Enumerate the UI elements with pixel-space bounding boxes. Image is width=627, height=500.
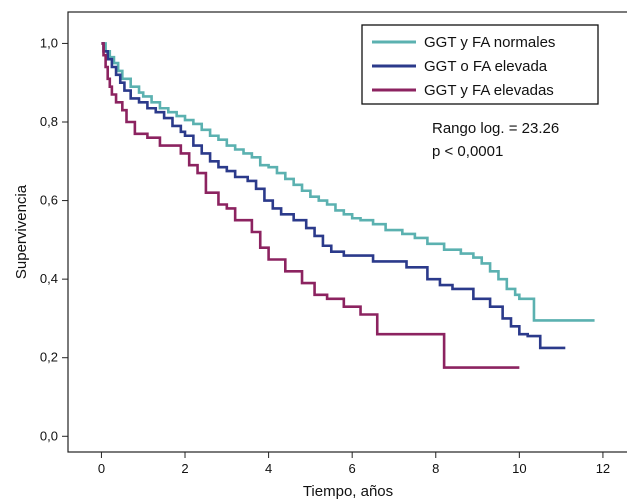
annotation-log-rank: Rango log. = 23.26 <box>432 120 559 137</box>
x-axis-ticks: 0 2 4 6 8 10 12 <box>98 452 610 476</box>
y-tick-label: 0,6 <box>40 193 58 208</box>
x-tick-label: 12 <box>596 461 610 476</box>
y-tick-label: 0,0 <box>40 428 58 443</box>
x-tick-label: 0 <box>98 461 105 476</box>
survival-curves <box>101 42 595 369</box>
curve-elevadas <box>101 42 520 369</box>
curve-normales <box>101 42 595 322</box>
legend-label-normales: GGT y FA normales <box>424 34 555 51</box>
legend: GGT y FA normales GGT o FA elevada GGT y… <box>361 24 599 105</box>
x-tick-label: 10 <box>512 461 526 476</box>
x-tick-label: 8 <box>432 461 439 476</box>
legend-label-o-elevada: GGT o FA elevada <box>424 58 548 75</box>
y-axis-ticks: 0,0 0,2 0,4 0,6 0,8 1,0 <box>40 35 68 443</box>
plot-area <box>67 11 627 453</box>
y-tick-label: 0,4 <box>40 271 58 286</box>
y-tick-label: 0,2 <box>40 350 58 365</box>
x-tick-label: 4 <box>265 461 272 476</box>
y-tick-label: 1,0 <box>40 35 58 50</box>
x-tick-label: 2 <box>181 461 188 476</box>
x-tick-label: 6 <box>349 461 356 476</box>
x-axis-label: Tiempo, años <box>303 483 393 500</box>
curve-o-elevada <box>101 42 566 350</box>
legend-label-elevadas: GGT y FA elevadas <box>424 82 554 99</box>
y-axis-label: Supervivencia <box>13 184 30 279</box>
y-tick-label: 0,8 <box>40 114 58 129</box>
annotation-p-value: p < 0,0001 <box>432 143 503 160</box>
